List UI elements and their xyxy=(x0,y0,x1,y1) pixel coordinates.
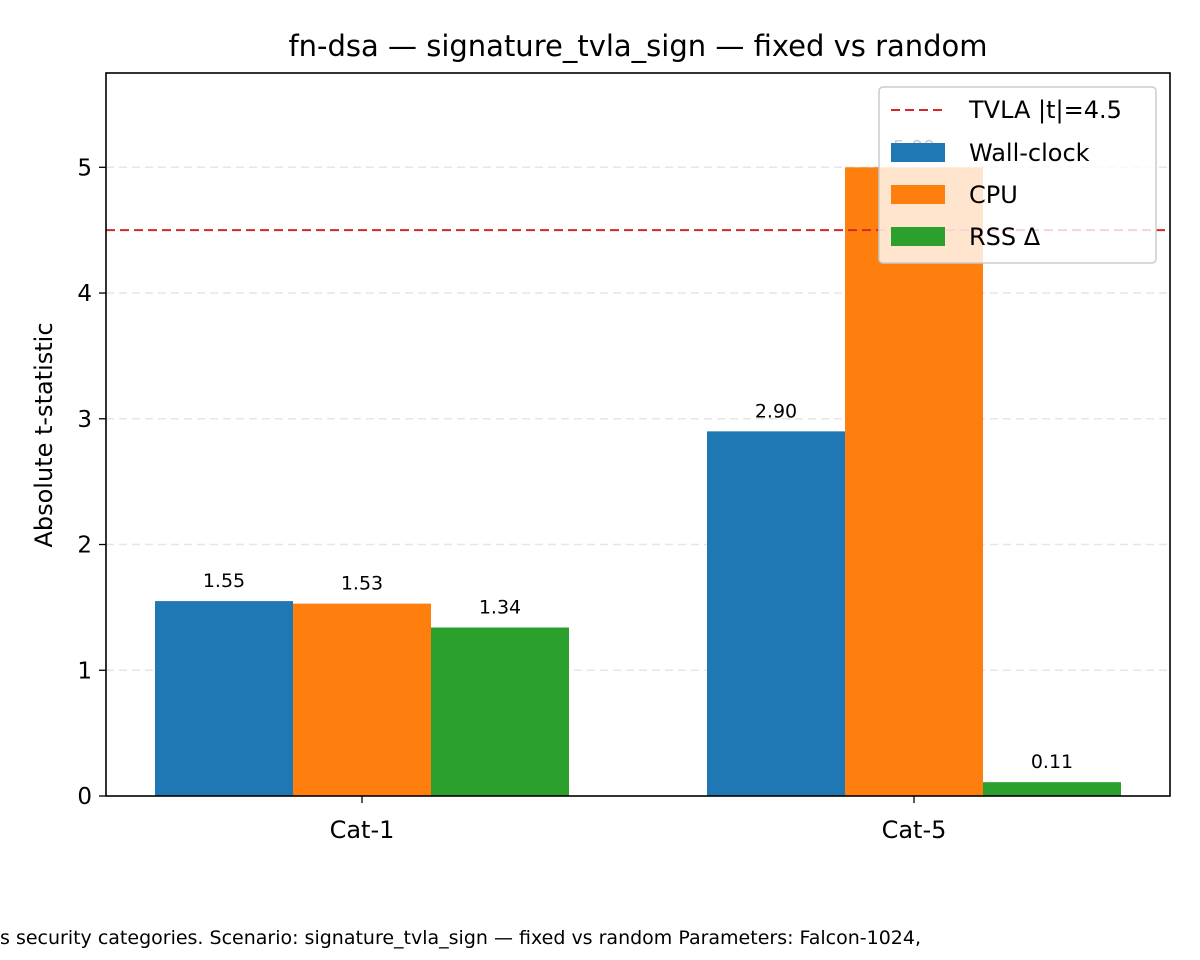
y-axis-label: Absolute t-statistic xyxy=(30,322,58,547)
bar-value-label: 1.55 xyxy=(203,570,245,592)
bar-value-label: 2.90 xyxy=(755,400,797,422)
bar-value-label: 1.34 xyxy=(479,597,521,619)
bar-cpu-cat-5 xyxy=(845,167,983,797)
y-tick-label: 5 xyxy=(77,155,92,181)
bar-value-label: 1.53 xyxy=(341,573,383,595)
y-tick-label: 1 xyxy=(77,658,92,684)
legend: TVLA |t|=4.5 Wall-clock CPU RSS Δ xyxy=(878,86,1157,264)
legend-label-2: RSS Δ xyxy=(969,223,1041,251)
y-tick-label: 2 xyxy=(77,533,92,559)
bar-value-label: 0.11 xyxy=(1031,751,1073,773)
x-tick-label: Cat-1 xyxy=(330,816,395,844)
legend-label-0: Wall-clock xyxy=(969,139,1090,167)
legend-label-threshold: TVLA |t|=4.5 xyxy=(968,96,1122,124)
bar-rss-cat-5 xyxy=(983,782,1121,796)
bar-rss-cat-1 xyxy=(431,627,569,796)
legend-swatch-2 xyxy=(891,227,945,246)
legend-label-1: CPU xyxy=(969,181,1018,209)
bar-wall-clock-cat-1 xyxy=(155,601,293,796)
figure-caption: s security categories. Scenario: signatu… xyxy=(0,927,922,949)
axes-frame xyxy=(105,72,1171,797)
y-tick-label: 3 xyxy=(77,407,92,433)
legend-swatch-1 xyxy=(891,185,945,204)
bar-cpu-cat-1 xyxy=(293,603,431,796)
x-tick-label: Cat-5 xyxy=(882,816,947,844)
legend-box xyxy=(878,86,1157,264)
chart-title: fn-dsa — signature_tvla_sign — fixed vs … xyxy=(288,29,987,63)
bar-wall-clock-cat-5 xyxy=(707,431,845,796)
legend-swatch-0 xyxy=(891,143,945,162)
y-tick-label: 0 xyxy=(77,784,92,810)
y-tick-label: 4 xyxy=(77,281,92,307)
